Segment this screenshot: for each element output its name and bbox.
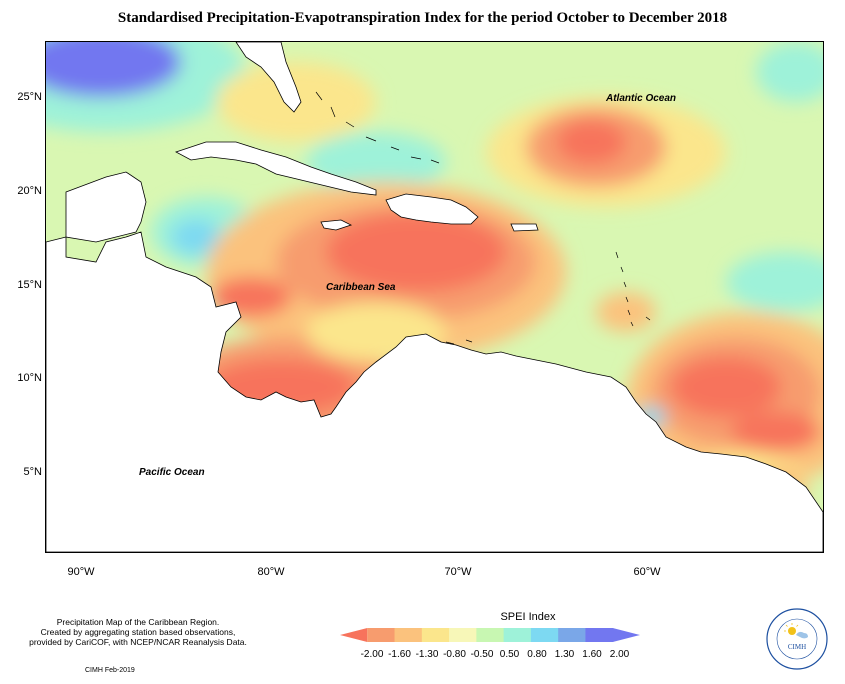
florida-land: [235, 42, 302, 113]
description-line-3: provided by CariCOF, with NCEP/NCAR Rean…: [29, 637, 247, 647]
dry-anomaly-east-core: [671, 357, 781, 417]
legend-swatch: [558, 628, 586, 642]
dry-anomaly-atlantic-core: [556, 120, 626, 164]
caribbean-sea-label: Caribbean Sea: [326, 282, 396, 293]
small-islands: [315, 91, 651, 345]
legend-title: SPEI Index: [500, 611, 556, 623]
spei-field: [46, 42, 823, 517]
legend-label: 1.30: [554, 649, 575, 660]
jamaica-land: [320, 219, 353, 231]
description-line-2: Created by aggregating station based obs…: [40, 627, 236, 637]
atlantic-ocean-label: Atlantic Ocean: [606, 93, 677, 104]
lat-label-15n: 15°N: [17, 279, 42, 291]
map-description: Precipitation Map of the Caribbean Regio…: [18, 617, 258, 647]
lesser-antilles-islands: [615, 251, 651, 327]
puerto-rico-land: [510, 223, 539, 232]
legend-label: 1.60: [582, 649, 602, 660]
moderate-anomaly-lesser-antilles: [596, 292, 656, 332]
legend-swatch: [476, 628, 505, 642]
yucatan-land: [65, 171, 147, 243]
legend-swatch: [585, 628, 614, 642]
legend-swatch: [449, 628, 477, 642]
bahamas-islands: [315, 91, 440, 164]
legend-swatch: [394, 628, 423, 642]
wet-anomaly-yucatan-core: [171, 219, 221, 255]
lat-label-20n: 20°N: [17, 185, 42, 197]
land-masses: [46, 42, 823, 552]
legend-label: -2.00: [360, 649, 384, 660]
legend-swatch: [367, 628, 396, 642]
legend-label: -0.50: [470, 649, 494, 660]
map-canvas: [46, 42, 823, 552]
map-credit: CIMH Feb-2019: [85, 667, 135, 674]
legend-swatch: [503, 628, 532, 642]
cimh-logo: CIMH: [766, 608, 828, 670]
pacific-ocean-label: Pacific Ocean: [139, 467, 205, 478]
legend-label: -0.80: [443, 649, 466, 660]
dry-anomaly-east-coast: [731, 412, 821, 452]
map-title: Standardised Precipitation-Evapotranspir…: [117, 10, 728, 26]
legend-label: -1.30: [415, 649, 439, 660]
legend-label: 0.80: [527, 649, 547, 660]
cuba-land: [174, 141, 377, 196]
lat-label-25n: 25°N: [17, 91, 42, 103]
spei-map: [45, 41, 824, 553]
legend-swatch: [421, 628, 450, 642]
central-america-land: [46, 231, 823, 552]
wet-anomaly-nw-core: [46, 42, 181, 97]
legend-swatch: [530, 628, 559, 642]
legend-arrow-left: [340, 628, 368, 642]
legend-label: 0.50: [499, 649, 520, 660]
lat-label-10n: 10°N: [17, 372, 42, 384]
logo-text: CIMH: [788, 643, 806, 651]
hispaniola-land: [385, 193, 479, 225]
lon-label-70w: 70°W: [444, 566, 472, 578]
abc-islands: [445, 339, 473, 345]
lat-label-5n: 5°N: [23, 466, 42, 478]
legend-label: -1.60: [388, 649, 411, 660]
lon-label-80w: 80°W: [257, 566, 285, 578]
legend-arrow-right: [612, 628, 640, 642]
wet-anomaly-ne: [726, 252, 823, 312]
legend-label: 2.00: [609, 649, 630, 660]
lon-label-90w: 90°W: [67, 566, 95, 578]
legend-colorbar: [340, 628, 640, 642]
description-line-1: Precipitation Map of the Caribbean Regio…: [56, 617, 220, 627]
wet-anomaly-ne-top: [756, 42, 823, 102]
dry-anomaly-caribbean-core: [326, 212, 506, 292]
lon-label-60w: 60°W: [633, 566, 661, 578]
